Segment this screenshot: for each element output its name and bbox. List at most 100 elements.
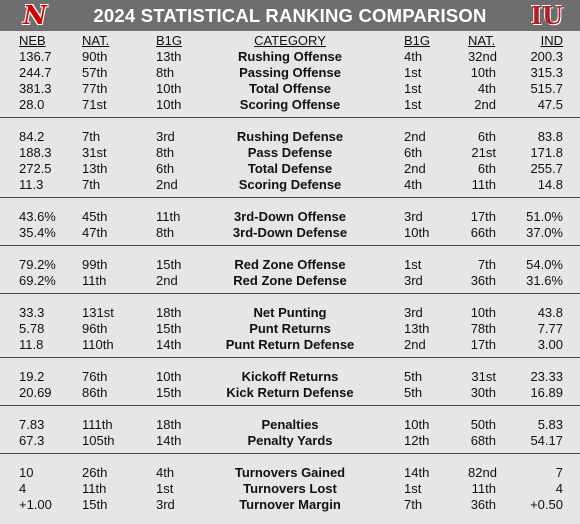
ind-value: 3.00 <box>537 337 563 352</box>
neb-b1g-rank: 14th <box>156 337 182 352</box>
group-divider <box>0 245 580 246</box>
neb-value: 33.3 <box>19 305 45 320</box>
ind-value: 7 <box>555 465 563 480</box>
ind-b1g-rank: 10th <box>404 417 430 432</box>
neb-b1g-rank: 15th <box>156 321 182 336</box>
table-row: 28.0 71st 10th Scoring Offense 1st 2nd 47.5 <box>0 97 580 113</box>
category-label: Red Zone Defense <box>233 273 347 288</box>
neb-national-rank: 26th <box>82 465 108 480</box>
ind-national-rank: 2nd <box>474 97 496 112</box>
header-category: CATEGORY <box>254 33 326 48</box>
table-row: 19.2 76th 10th Kickoff Returns 5th 31st 23.33 <box>0 369 580 385</box>
ind-b1g-rank: 5th <box>404 385 423 400</box>
table-row: 11.8 110th 14th Punt Return Defense 2nd 17th 3… <box>0 337 580 353</box>
ind-value: 515.7 <box>530 81 563 96</box>
neb-b1g-rank: 11th <box>156 209 181 224</box>
category-label: Turnovers Lost <box>243 481 337 496</box>
ind-value: 14.8 <box>537 177 563 192</box>
neb-national-rank: 57th <box>82 65 108 80</box>
neb-value: 5.78 <box>19 321 45 336</box>
ind-b1g-rank: 3rd <box>404 305 423 320</box>
neb-national-rank: 99th <box>82 257 108 272</box>
neb-value: 84.2 <box>19 129 45 144</box>
ind-national-rank: 17th <box>470 209 496 224</box>
ind-value: 43.8 <box>537 305 563 320</box>
category-label: Kickoff Returns <box>241 369 339 384</box>
neb-value: 11.8 <box>19 337 44 352</box>
neb-value: 136.7 <box>19 49 52 64</box>
table-row: 11.3 7th 2nd Scoring Defense 4th 11th 14.8 <box>0 177 580 193</box>
table-row: 10 26th 4th Turnovers Gained 14th 82nd 7 <box>0 465 580 481</box>
neb-value: 43.6% <box>19 209 56 224</box>
neb-national-rank: 15th <box>82 497 108 512</box>
neb-b1g-rank: 18th <box>156 417 182 432</box>
ind-b1g-rank: 10th <box>404 225 430 240</box>
group-divider <box>0 197 580 198</box>
neb-national-rank: 11th <box>82 273 107 288</box>
ind-b1g-rank: 5th <box>404 369 423 384</box>
neb-national-rank: 47th <box>82 225 108 240</box>
neb-b1g-rank: 10th <box>156 81 182 96</box>
table-row: 136.7 90th 13th Rushing Offense 4th 32nd 200.3 <box>0 49 580 65</box>
neb-national-rank: 105th <box>82 433 115 448</box>
table-row: 7.83 111th 18th Penalties 10th 50th 5.83 <box>0 417 580 433</box>
category-label: Passing Offense <box>239 65 341 80</box>
neb-value: 4 <box>19 481 27 496</box>
ind-value: 171.8 <box>530 145 563 160</box>
neb-national-rank: 77th <box>82 81 108 96</box>
group-divider <box>0 405 580 406</box>
ind-national-rank: 50th <box>470 417 496 432</box>
category-label: Total Offense <box>248 81 332 96</box>
ind-b1g-rank: 7th <box>404 497 423 512</box>
neb-national-rank: 11th <box>82 481 107 496</box>
neb-b1g-rank: 6th <box>156 161 175 176</box>
category-label: Penalties <box>261 417 319 432</box>
ind-value: 37.0% <box>526 225 563 240</box>
neb-value: 381.3 <box>19 81 52 96</box>
neb-national-rank: 45th <box>82 209 108 224</box>
neb-value: +1.00 <box>19 497 52 512</box>
ind-b1g-rank: 1st <box>404 65 422 80</box>
nebraska-logo: N <box>23 0 47 31</box>
table-row: 20.69 86th 15th Kick Return Defense 5th 30th 1… <box>0 385 580 401</box>
ind-b1g-rank: 1st <box>404 81 422 96</box>
table-row: 79.2% 99th 15th Red Zone Offense 1st 7th 54.0% <box>0 257 580 273</box>
category-label: Rushing Offense <box>237 49 342 64</box>
ind-national-rank: 31st <box>471 369 496 384</box>
ind-national-rank: 11th <box>471 177 496 192</box>
neb-value: 20.69 <box>19 385 52 400</box>
ind-national-rank: 68th <box>470 433 496 448</box>
neb-value: 244.7 <box>19 65 52 80</box>
table-row: 188.3 31st 8th Pass Defense 6th 21st 171.8 <box>0 145 580 161</box>
group-divider <box>0 453 580 454</box>
neb-b1g-rank: 1st <box>156 481 174 496</box>
table-row: 5.78 96th 15th Punt Returns 13th 78th 7.77 <box>0 321 580 337</box>
ind-b1g-rank: 1st <box>404 97 422 112</box>
category-label: Penalty Yards <box>247 433 333 448</box>
category-label: Net Punting <box>253 305 327 320</box>
ind-value: 16.89 <box>530 385 563 400</box>
table-row: 244.7 57th 8th Passing Offense 1st 10th 315.3 <box>0 65 580 81</box>
table-row: 43.6% 45th 11th 3rd-Down Offense 3rd 17th 51.0… <box>0 209 580 225</box>
neb-b1g-rank: 8th <box>156 65 175 80</box>
neb-b1g-rank: 18th <box>156 305 182 320</box>
neb-b1g-rank: 15th <box>156 257 182 272</box>
neb-value: 188.3 <box>19 145 52 160</box>
ind-value: 83.8 <box>537 129 563 144</box>
neb-national-rank: 31st <box>82 145 107 160</box>
ind-b1g-rank: 3rd <box>404 273 423 288</box>
ind-national-rank: 11th <box>471 481 496 496</box>
table-row: 67.3 105th 14th Penalty Yards 12th 68th 54.17 <box>0 433 580 449</box>
ind-b1g-rank: 13th <box>404 321 430 336</box>
neb-value: 272.5 <box>19 161 52 176</box>
ind-b1g-rank: 2nd <box>404 129 426 144</box>
category-label: Pass Defense <box>247 145 333 160</box>
ind-b1g-rank: 2nd <box>404 337 426 352</box>
neb-national-rank: 111th <box>82 417 113 432</box>
group-divider <box>0 293 580 294</box>
neb-b1g-rank: 3rd <box>156 129 175 144</box>
ind-b1g-rank: 2nd <box>404 161 426 176</box>
neb-b1g-rank: 4th <box>156 465 175 480</box>
neb-national-rank: 13th <box>82 161 108 176</box>
table-row: 35.4% 47th 8th 3rd-Down Defense 10th 66th 37.0… <box>0 225 580 241</box>
